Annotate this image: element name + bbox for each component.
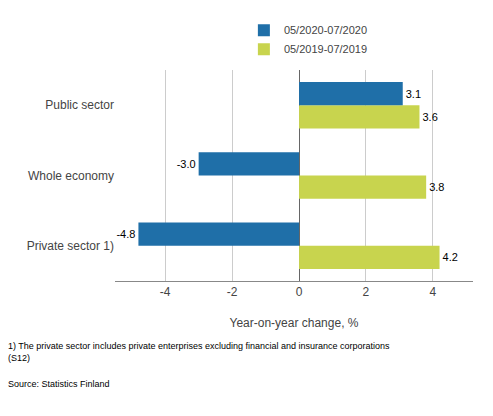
- svg-text:-3.0: -3.0: [177, 158, 196, 170]
- svg-text:-4.8: -4.8: [116, 228, 135, 240]
- svg-text:-2: -2: [227, 285, 238, 299]
- svg-text:3.8: 3.8: [429, 181, 444, 193]
- svg-text:2: 2: [363, 285, 370, 299]
- svg-text:Public sector: Public sector: [45, 98, 114, 112]
- svg-text:3.1: 3.1: [406, 88, 421, 100]
- svg-text:Private sector 1): Private sector 1): [27, 239, 114, 253]
- svg-text:Whole economy: Whole economy: [28, 169, 114, 183]
- svg-text:4: 4: [430, 285, 437, 299]
- svg-text:4.2: 4.2: [443, 251, 458, 263]
- svg-text:Year-on-year change, %: Year-on-year change, %: [230, 316, 359, 330]
- svg-text:1) The private sector includes: 1) The private sector includes private e…: [8, 341, 390, 363]
- svg-text:-4: -4: [160, 285, 171, 299]
- svg-text:Source: Statistics Finland: Source: Statistics Finland: [8, 379, 110, 389]
- svg-text:05/2020-07/2020: 05/2020-07/2020: [284, 24, 367, 36]
- svg-text:3.6: 3.6: [422, 111, 437, 123]
- svg-text:05/2019-07/2019: 05/2019-07/2019: [284, 43, 367, 55]
- svg-text:0: 0: [296, 285, 303, 299]
